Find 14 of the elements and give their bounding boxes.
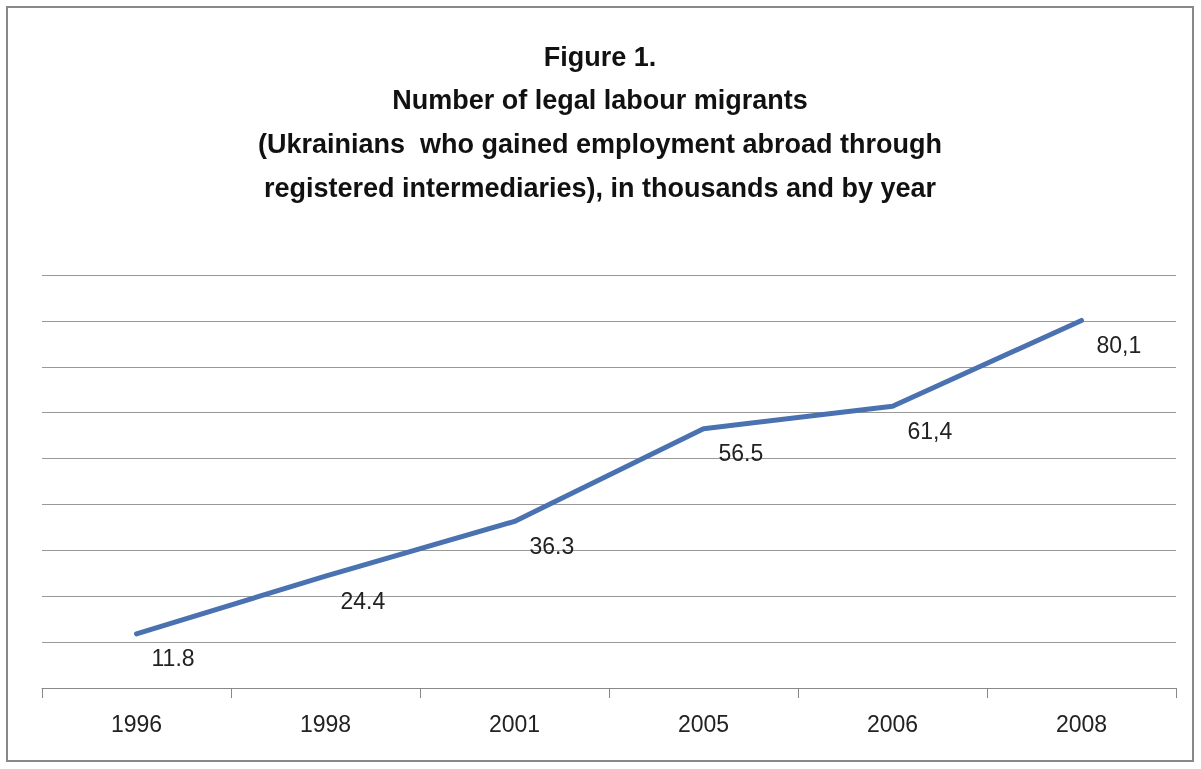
x-tick-label: 2008: [1055, 710, 1108, 737]
data-label: 61,4: [907, 417, 953, 444]
chart-subtitle: Number of legal labour migrants (Ukrainians who gained employment abroad through registered intermediaries), in thousands and by year: [257, 85, 943, 203]
chart-title: Figure 1.: [543, 41, 657, 72]
data-label: 80,1: [1096, 331, 1142, 358]
data-label: 24.4: [340, 587, 386, 614]
x-tick-label: 1996: [110, 710, 163, 737]
data-label: 56.5: [718, 440, 764, 467]
x-tick-label: 2001: [488, 710, 541, 737]
x-tick-label: 1998: [299, 710, 352, 737]
data-label: 11.8: [151, 645, 195, 672]
x-tick-label: 2006: [866, 710, 919, 737]
x-tick-label: 2005: [677, 710, 730, 737]
data-label: 36.3: [529, 532, 575, 559]
